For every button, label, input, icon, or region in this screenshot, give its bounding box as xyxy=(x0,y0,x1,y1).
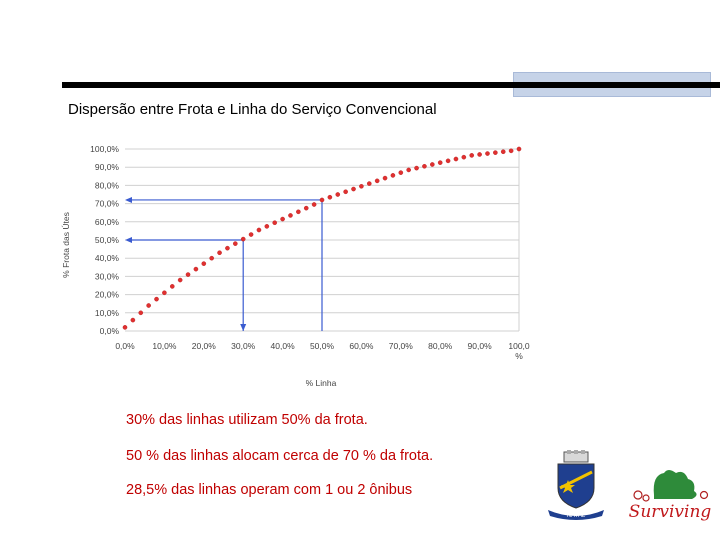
x-tick-label: 20,0% xyxy=(192,341,217,351)
x-tick-labels: 0,0% 10,0% 20,0% 30,0% 40,0% 50,0% 60,0% 70,0% 8… xyxy=(115,341,530,361)
tourism-logo-text: Surviving xyxy=(629,502,712,522)
data-point xyxy=(359,184,364,189)
y-tick-label: 100,0% xyxy=(90,144,119,154)
data-point xyxy=(154,296,159,302)
data-point xyxy=(374,178,380,184)
note-line: 28,5% das linhas operam com 1 ou 2 ônibu… xyxy=(126,482,413,498)
chart-grid xyxy=(125,148,520,332)
header-rule xyxy=(62,82,720,88)
data-point xyxy=(240,236,246,242)
note-line: 30% das linhas utilizam 50% da frota. xyxy=(126,412,368,428)
data-point xyxy=(382,175,388,181)
y-tick-label: 0,0% xyxy=(100,326,120,336)
y-tick-label: 80,0% xyxy=(95,180,120,190)
data-point xyxy=(461,154,467,160)
data-point xyxy=(398,170,404,175)
data-point xyxy=(138,310,144,316)
data-point xyxy=(209,255,214,261)
data-point xyxy=(311,202,317,207)
data-point xyxy=(122,325,128,330)
data-point xyxy=(485,151,490,156)
data-point xyxy=(477,152,482,157)
data-point xyxy=(453,156,459,162)
data-point xyxy=(500,149,506,155)
y-tick-label: 40,0% xyxy=(95,253,120,263)
data-point xyxy=(217,250,222,256)
natal-tourism-logo: Surviving xyxy=(629,470,712,522)
x-axis-label: % Linha xyxy=(306,378,337,388)
data-point xyxy=(233,241,238,246)
dispersion-chart: 0,0% 10,0% 20,0% 30,0% 40,0% 50,0% 60,0% 70,0% 8… xyxy=(61,144,530,388)
x-tick-label: 0,0% xyxy=(115,341,135,351)
data-point xyxy=(264,224,270,229)
data-point xyxy=(280,216,285,222)
data-point xyxy=(177,277,183,283)
slide-title: Dispersão entre Frota e Linha do Serviço… xyxy=(68,101,437,118)
data-point xyxy=(343,189,348,195)
y-axis-label: % Frota das Útes xyxy=(61,212,71,278)
data-point xyxy=(272,220,278,226)
data-point xyxy=(146,303,151,308)
data-point xyxy=(422,163,427,169)
data-point xyxy=(185,272,191,277)
data-point xyxy=(366,181,372,186)
data-point xyxy=(162,290,167,296)
data-point xyxy=(335,192,341,197)
data-point xyxy=(351,186,356,192)
x-tick-label: 70,0% xyxy=(389,341,414,351)
data-point xyxy=(288,213,293,218)
x-tick-label: 100,0% xyxy=(508,341,530,361)
data-point xyxy=(430,162,435,167)
data-point xyxy=(516,146,522,152)
y-tick-label: 20,0% xyxy=(95,290,120,300)
y-tick-label: 70,0% xyxy=(95,199,120,209)
guide-arrowhead xyxy=(125,237,132,243)
note-line: 50 % das linhas alocam cerca de 70 % da … xyxy=(126,448,434,464)
chart-series xyxy=(122,146,522,330)
x-tick-label: 80,0% xyxy=(428,341,453,351)
y-tick-labels: 0,0% 10,0% 20,0% 30,0% 40,0% 50,0% 60,0% 70,0% 8… xyxy=(90,144,119,336)
data-point xyxy=(414,165,419,171)
x-tick-label: 60,0% xyxy=(349,341,374,351)
data-point xyxy=(469,153,475,158)
data-point xyxy=(406,167,411,173)
y-tick-label: 50,0% xyxy=(95,235,120,245)
coat-of-arms-text: NATAL xyxy=(567,513,586,519)
y-tick-label: 90,0% xyxy=(95,162,120,172)
chart-guides xyxy=(125,196,323,331)
data-point xyxy=(327,194,333,200)
data-point xyxy=(193,266,199,272)
data-point xyxy=(508,148,514,154)
x-tick-label: 40,0% xyxy=(271,341,296,351)
data-point xyxy=(437,160,443,165)
y-tick-label: 10,0% xyxy=(95,308,120,318)
y-tick-label: 60,0% xyxy=(95,217,120,227)
data-point xyxy=(225,245,230,251)
data-point xyxy=(319,197,325,203)
data-point xyxy=(303,205,309,211)
guide-arrowhead xyxy=(125,196,132,203)
y-tick-label: 30,0% xyxy=(95,271,120,281)
data-point xyxy=(445,158,451,164)
data-point xyxy=(296,209,301,215)
data-point xyxy=(169,284,175,289)
natal-coat-of-arms-logo: NATAL xyxy=(548,450,604,520)
x-tick-label: 30,0% xyxy=(231,341,256,351)
data-point xyxy=(201,261,207,266)
x-tick-label: 90,0% xyxy=(468,341,493,351)
data-point xyxy=(390,173,396,178)
data-point xyxy=(130,317,136,323)
data-point xyxy=(493,150,498,155)
data-point xyxy=(256,227,262,233)
guide-arrowhead xyxy=(240,324,247,331)
data-point xyxy=(248,232,254,237)
x-tick-label: 10,0% xyxy=(152,341,177,351)
x-tick-label: 50,0% xyxy=(310,341,335,351)
